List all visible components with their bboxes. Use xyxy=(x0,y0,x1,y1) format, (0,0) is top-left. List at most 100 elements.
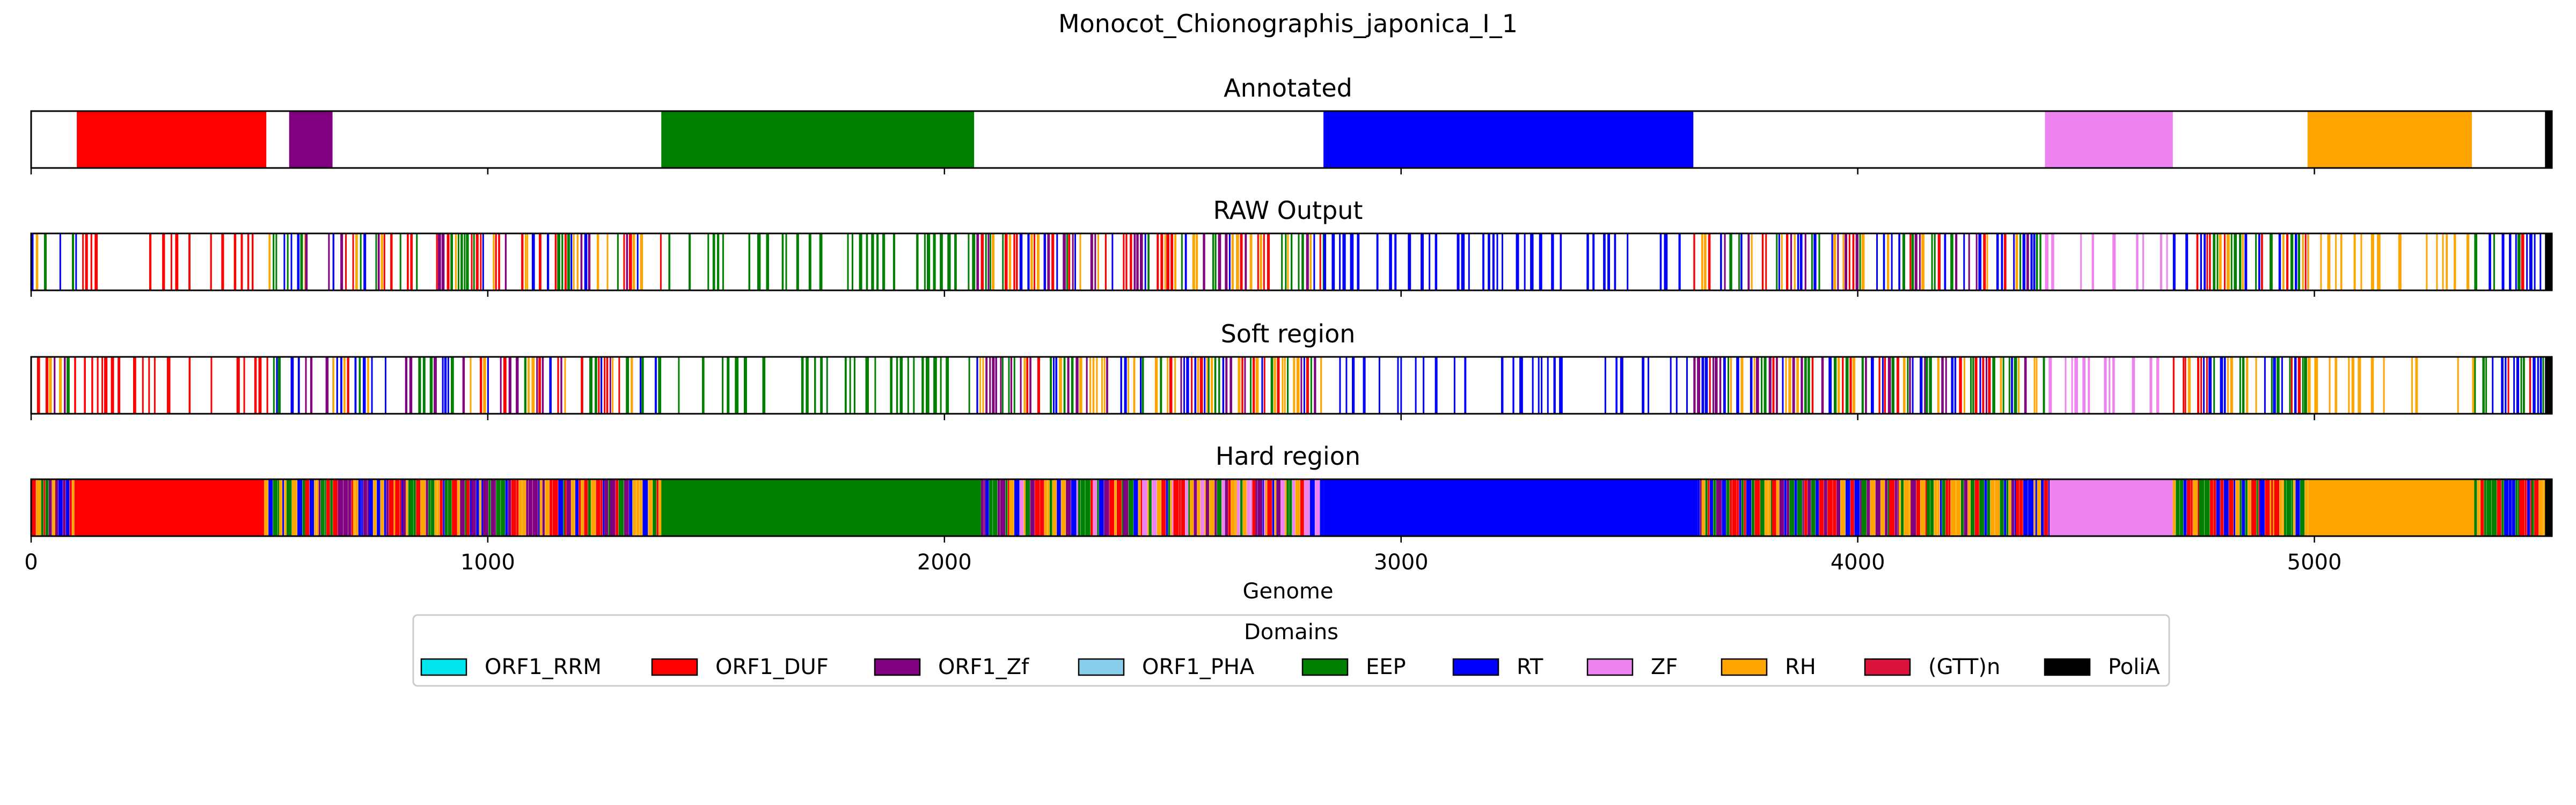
domain-stripe xyxy=(188,357,191,414)
domain-stripe xyxy=(1123,233,1125,290)
domain-stripe xyxy=(286,479,292,536)
domain-stripe xyxy=(2290,233,2294,290)
domain-stripe xyxy=(1296,357,1300,414)
domain-stripe xyxy=(324,479,326,536)
domain-stripe xyxy=(1250,357,1252,414)
domain-stripe xyxy=(1067,357,1070,414)
domain-stripe xyxy=(1052,479,1057,536)
domain-stripe xyxy=(377,233,380,290)
domain-stripe xyxy=(1715,357,1718,414)
domain-stripe xyxy=(641,357,644,414)
domain-stripe xyxy=(1075,357,1079,414)
domain-stripe xyxy=(1925,479,1927,536)
domain-stripe xyxy=(2242,233,2244,290)
domain-stripe xyxy=(384,479,386,536)
domain-stripe xyxy=(1068,233,1071,290)
domain-stripe xyxy=(1240,479,1243,536)
domain-stripe xyxy=(1891,233,1893,290)
domain-stripe xyxy=(1713,357,1715,414)
domain-stripe xyxy=(1040,479,1044,536)
domain-stripe xyxy=(1091,479,1093,536)
domain-stripe xyxy=(2370,357,2374,414)
domain-stripe xyxy=(1627,233,1629,290)
domain-stripe xyxy=(149,233,152,290)
legend-swatch xyxy=(420,658,467,676)
tracks-group: Annotated RAW Output Soft region Hard regio… xyxy=(30,74,2553,543)
domain-stripe xyxy=(781,233,784,290)
domain-stripe xyxy=(2088,357,2090,414)
domain-stripe xyxy=(636,479,640,536)
domain-stripe xyxy=(247,233,250,290)
domain-stripe xyxy=(2184,357,2186,414)
domain-stripe xyxy=(1937,479,1940,536)
domain-stripe xyxy=(2543,479,2545,536)
domain-stripe xyxy=(69,479,72,536)
domain-stripe xyxy=(2030,233,2033,290)
domain-stripe xyxy=(876,233,879,290)
domain-stripe xyxy=(1242,479,1247,536)
domain-stripe xyxy=(420,479,426,536)
domain-stripe xyxy=(1029,357,1031,414)
domain-stripe xyxy=(2051,233,2054,290)
domain-stripe xyxy=(545,479,550,536)
domain-stripe xyxy=(1056,233,1058,290)
domain-stripe xyxy=(1739,479,1741,536)
domain-stripe xyxy=(1050,357,1052,414)
domain-stripe xyxy=(580,233,583,290)
domain-stripe xyxy=(1842,357,1844,414)
domain-stripe xyxy=(330,479,333,536)
domain-stripe xyxy=(516,479,519,536)
domain-stripe xyxy=(1079,233,1081,290)
domain-stripe xyxy=(1280,479,1285,536)
domain-stripe xyxy=(1884,357,1886,414)
legend: Domains ORF1_RRM ORF1_DUF ORF1_Zf ORF1_PHA EE… xyxy=(412,614,2170,687)
legend-label: EEP xyxy=(1366,655,1406,679)
domain-stripe xyxy=(1103,357,1106,414)
domain-stripe xyxy=(1914,233,1918,290)
domain-stripe xyxy=(1074,233,1077,290)
domain-stripe xyxy=(2534,479,2539,536)
domain-stripe xyxy=(2230,233,2233,290)
domain-stripe xyxy=(443,479,445,536)
domain-stripe xyxy=(441,233,445,290)
x-axis-label: Genome xyxy=(1242,579,1333,604)
domain-stripe xyxy=(1740,357,1744,414)
domain-stripe xyxy=(284,479,287,536)
domain-stripe xyxy=(1008,233,1012,290)
domain-stripe xyxy=(1990,479,1995,536)
domain-stripe xyxy=(1887,479,1890,536)
domain-stripe xyxy=(1482,233,1484,290)
domain-stripe xyxy=(304,233,306,290)
domain-stripe xyxy=(871,233,874,290)
domain-stripe xyxy=(1260,233,1262,290)
domain-stripe xyxy=(1741,479,1744,536)
domain-stripe xyxy=(1128,357,1130,414)
domain-stripe xyxy=(273,357,275,414)
domain-stripe xyxy=(1870,479,1876,536)
domain-stripe xyxy=(2036,357,2038,414)
domain-stripe xyxy=(305,479,310,536)
domain-stripe xyxy=(1274,479,1276,536)
domain-stripe xyxy=(1709,479,1714,536)
domain-stripe xyxy=(2004,479,2007,536)
domain-stripe xyxy=(1263,479,1265,536)
domain-stripe xyxy=(1257,233,1259,290)
domain-stripe xyxy=(1071,479,1073,536)
domain-stripe xyxy=(1169,357,1173,414)
domain-stripe xyxy=(1967,479,1971,536)
domain-stripe xyxy=(501,479,506,536)
domain-stripe xyxy=(437,233,441,290)
domain-stripe xyxy=(345,479,347,536)
domain-stripe xyxy=(2197,357,2200,414)
domain-stripe xyxy=(2294,357,2297,414)
domain-stripe xyxy=(1000,357,1002,414)
domain-stripe xyxy=(2529,233,2533,290)
domain-stripe xyxy=(2149,357,2153,414)
domain-stripe xyxy=(2270,233,2273,290)
domain-stripe xyxy=(460,479,465,536)
domain-stripe xyxy=(1539,233,1542,290)
domain-stripe xyxy=(1201,479,1204,536)
domain-stripe xyxy=(118,357,121,414)
domain-stripe xyxy=(567,479,571,536)
domain-stripe xyxy=(2485,357,2487,414)
